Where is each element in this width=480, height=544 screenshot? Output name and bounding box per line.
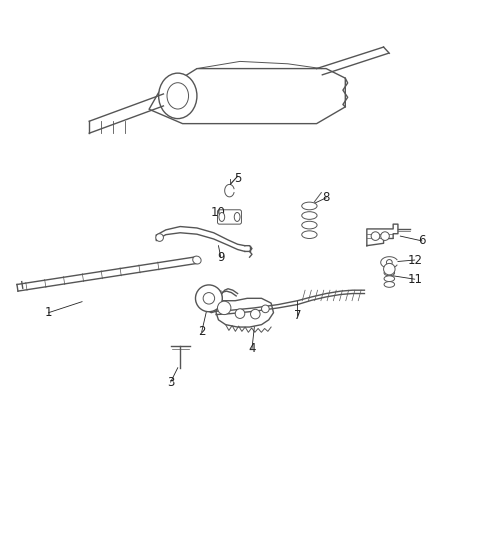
Ellipse shape [302, 202, 317, 210]
Text: 7: 7 [294, 308, 301, 322]
Text: 4: 4 [248, 342, 256, 355]
Circle shape [386, 259, 392, 265]
Ellipse shape [384, 282, 395, 287]
Circle shape [384, 263, 395, 275]
Ellipse shape [167, 83, 189, 109]
Text: 11: 11 [407, 273, 422, 286]
Circle shape [235, 309, 245, 318]
Text: 5: 5 [234, 172, 241, 185]
FancyBboxPatch shape [217, 210, 241, 224]
Circle shape [203, 293, 215, 304]
Text: 10: 10 [211, 206, 226, 219]
Ellipse shape [384, 270, 395, 276]
Circle shape [251, 310, 260, 319]
Ellipse shape [302, 221, 317, 229]
Text: 8: 8 [323, 191, 330, 205]
Text: 3: 3 [167, 375, 174, 388]
Ellipse shape [193, 256, 201, 264]
Text: 2: 2 [198, 325, 205, 338]
Text: 12: 12 [407, 254, 422, 267]
Circle shape [371, 232, 380, 240]
Circle shape [381, 232, 389, 240]
Circle shape [156, 234, 163, 242]
Text: 6: 6 [418, 234, 426, 248]
Circle shape [262, 305, 269, 313]
Ellipse shape [234, 213, 240, 221]
Text: 9: 9 [217, 251, 225, 264]
Ellipse shape [302, 212, 317, 219]
Ellipse shape [302, 231, 317, 238]
Circle shape [195, 285, 222, 312]
Ellipse shape [158, 73, 197, 119]
Ellipse shape [219, 213, 225, 221]
Text: 1: 1 [45, 306, 52, 319]
Ellipse shape [384, 276, 395, 282]
Circle shape [217, 301, 231, 314]
